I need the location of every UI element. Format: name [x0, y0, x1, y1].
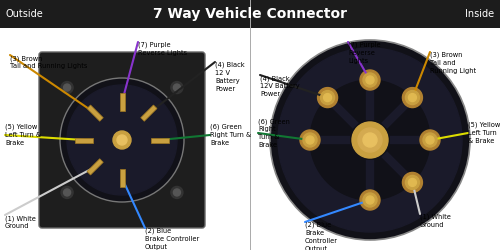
Circle shape	[363, 133, 377, 147]
Circle shape	[303, 133, 317, 147]
Text: (7) Purple
Reverse Lights: (7) Purple Reverse Lights	[138, 42, 187, 56]
Circle shape	[64, 189, 70, 196]
Text: (4) Black
12 V
Battery
Power: (4) Black 12 V Battery Power	[215, 62, 244, 92]
Circle shape	[406, 90, 419, 104]
Circle shape	[352, 122, 388, 158]
Circle shape	[402, 172, 422, 193]
Polygon shape	[120, 169, 124, 187]
Text: Inside: Inside	[465, 9, 494, 19]
Circle shape	[60, 78, 184, 202]
Circle shape	[270, 40, 470, 240]
Circle shape	[363, 73, 377, 87]
Text: (1) White
Ground: (1) White Ground	[5, 215, 36, 229]
Circle shape	[408, 94, 416, 102]
Circle shape	[64, 84, 70, 91]
Circle shape	[174, 84, 180, 91]
Circle shape	[366, 76, 374, 84]
Circle shape	[174, 189, 180, 196]
Circle shape	[363, 193, 377, 207]
Circle shape	[360, 190, 380, 210]
Circle shape	[61, 82, 73, 94]
Text: (6) Green
Right
Turn &
Brake: (6) Green Right Turn & Brake	[258, 118, 290, 148]
Circle shape	[171, 82, 183, 94]
Text: (2) Blue
Brake Controller
Output: (2) Blue Brake Controller Output	[145, 228, 199, 250]
Circle shape	[310, 80, 430, 200]
Circle shape	[113, 131, 131, 149]
Circle shape	[67, 85, 177, 195]
Polygon shape	[120, 93, 124, 111]
Circle shape	[423, 133, 437, 147]
Text: (3) Brown
Tail and Running Lights: (3) Brown Tail and Running Lights	[10, 55, 88, 69]
Circle shape	[306, 136, 314, 144]
Circle shape	[117, 135, 127, 145]
Text: (6) Green
Right Turn &
Brake: (6) Green Right Turn & Brake	[210, 124, 251, 146]
Polygon shape	[75, 138, 93, 142]
Polygon shape	[151, 138, 169, 142]
Circle shape	[408, 178, 416, 186]
Circle shape	[358, 128, 382, 152]
Circle shape	[318, 88, 338, 108]
Text: (4) Black
12V Battery
Power: (4) Black 12V Battery Power	[260, 75, 300, 97]
Circle shape	[278, 48, 462, 232]
Circle shape	[61, 186, 73, 198]
Text: (7) Purple
Reverse
Lights: (7) Purple Reverse Lights	[348, 42, 380, 64]
Text: (1) White
Ground: (1) White Ground	[420, 214, 451, 228]
Text: (2) Blue
Brake
Controller
Output: (2) Blue Brake Controller Output	[305, 222, 338, 250]
Circle shape	[171, 186, 183, 198]
Polygon shape	[87, 159, 104, 175]
Polygon shape	[87, 105, 104, 121]
Circle shape	[320, 90, 334, 104]
Circle shape	[366, 196, 374, 204]
Text: (5) Yellow
Left Turn &
Brake: (5) Yellow Left Turn & Brake	[5, 124, 41, 146]
Circle shape	[426, 136, 434, 144]
Text: Outside: Outside	[6, 9, 44, 19]
FancyBboxPatch shape	[0, 0, 500, 28]
Polygon shape	[140, 105, 157, 121]
FancyBboxPatch shape	[39, 52, 205, 228]
Circle shape	[324, 94, 332, 102]
Circle shape	[360, 70, 380, 90]
Text: 7 Way Vehicle Connector: 7 Way Vehicle Connector	[153, 7, 347, 21]
Circle shape	[300, 130, 320, 150]
Circle shape	[420, 130, 440, 150]
Text: (5) Yellow
Left Turn
& Brake: (5) Yellow Left Turn & Brake	[468, 122, 500, 144]
Circle shape	[406, 176, 419, 190]
Text: (3) Brown
Tail and
Running Light: (3) Brown Tail and Running Light	[430, 52, 476, 74]
Circle shape	[402, 88, 422, 108]
